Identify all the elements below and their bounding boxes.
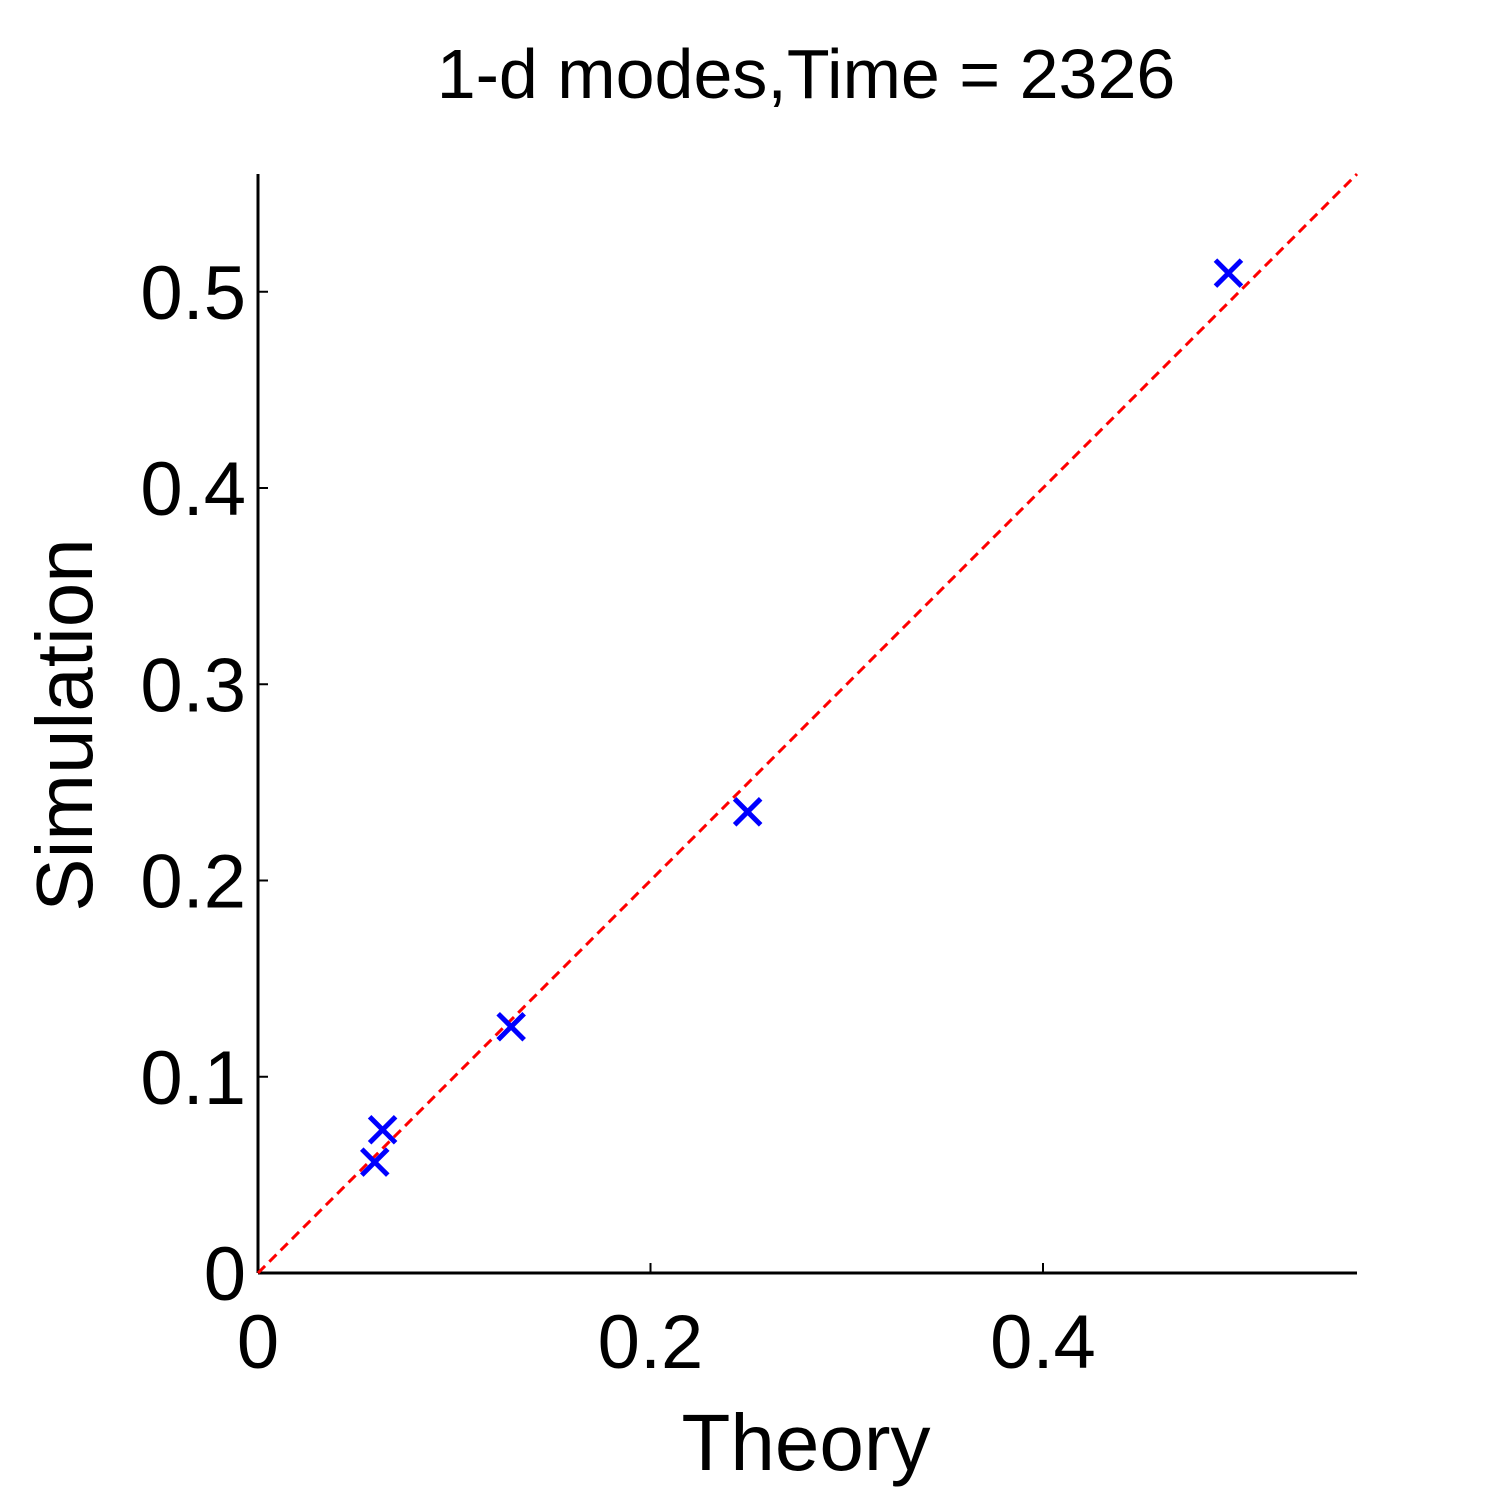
- x-axis-label: Theory: [682, 1398, 931, 1487]
- data-point: [367, 1114, 398, 1145]
- y-tick-label: 0: [204, 1232, 246, 1317]
- data-point: [496, 1011, 526, 1042]
- y-tick-label: 0.2: [140, 840, 246, 925]
- axes: 0 0.1 0.2 0.3 0.4 0.5 0 0.2 0.4: [140, 174, 1357, 1385]
- y-tick-label: 0.4: [140, 447, 246, 532]
- reference-line: [256, 172, 1359, 1275]
- y-tick-label: 0.5: [140, 251, 246, 336]
- data-point-stroke: [360, 1147, 390, 1177]
- x-tick-label: 0.4: [990, 1300, 1096, 1385]
- data-point-stroke: [367, 1114, 398, 1145]
- y-tick-label: 0.3: [140, 643, 246, 728]
- data-point-stroke: [732, 797, 763, 827]
- data-points: [360, 258, 1244, 1177]
- data-point-stroke: [496, 1011, 526, 1042]
- data-point: [360, 1147, 390, 1177]
- x-tick-label: 0.2: [598, 1300, 704, 1385]
- reference-line-group: [256, 172, 1359, 1275]
- chart-title: 1-d modes,Time = 2326: [437, 35, 1176, 113]
- x-tick-label: 0: [237, 1300, 279, 1385]
- data-point-stroke: [1213, 258, 1244, 288]
- y-axis-label: Simulation: [20, 538, 109, 912]
- data-point: [1213, 258, 1244, 288]
- data-point: [732, 797, 763, 827]
- y-tick-label: 0.1: [140, 1036, 246, 1121]
